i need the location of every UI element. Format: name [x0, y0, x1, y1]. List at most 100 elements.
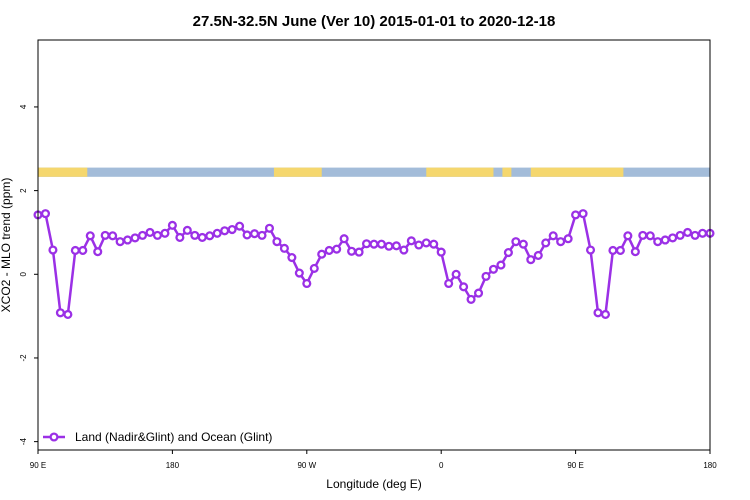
data-point — [444, 278, 454, 289]
data-point — [533, 250, 543, 261]
data-point — [70, 245, 80, 255]
data-point — [264, 223, 275, 233]
data-point — [272, 237, 282, 247]
data-point — [242, 230, 252, 240]
data-point — [212, 228, 222, 238]
data-point — [347, 246, 357, 256]
data-point — [399, 245, 409, 255]
data-point — [541, 238, 551, 248]
data-point — [130, 233, 140, 243]
x-axis-ticks: 90 E 180 90 W 0 90 E 180 — [30, 450, 717, 470]
data-point — [496, 260, 506, 270]
data-point — [668, 233, 678, 243]
data-point — [623, 231, 633, 241]
data-point — [100, 230, 110, 240]
legend-marker-swatch — [49, 432, 59, 442]
data-point — [235, 221, 245, 231]
y-axis-label: XCO2 - MLO trend (ppm) — [0, 178, 13, 313]
data-point — [324, 245, 334, 255]
series-layer — [33, 209, 715, 319]
land-segment — [530, 167, 624, 177]
data-point — [257, 230, 267, 240]
data-point — [85, 231, 95, 241]
data-point — [518, 239, 528, 249]
data-point — [137, 230, 148, 240]
data-point — [548, 231, 558, 241]
data-point — [697, 228, 708, 238]
series-line — [37, 212, 710, 316]
data-point — [287, 253, 297, 263]
data-point — [317, 249, 327, 259]
x-tick-label: 180 — [166, 461, 180, 470]
data-point — [197, 232, 207, 243]
data-point — [473, 288, 484, 298]
data-point — [115, 237, 125, 247]
data-point — [205, 231, 215, 241]
data-point — [302, 278, 312, 289]
data-point — [406, 236, 416, 246]
data-point — [421, 238, 431, 248]
data-point — [578, 209, 588, 219]
data-point — [369, 239, 379, 249]
data-point — [459, 282, 469, 292]
x-tick-label: 90 E — [567, 461, 583, 470]
data-point — [249, 229, 260, 239]
data-point — [690, 230, 700, 240]
plot-frame — [37, 39, 711, 451]
y-tick-label: -2 — [19, 354, 28, 362]
y-axis-ticks: -4 -2 0 2 4 — [19, 104, 38, 445]
data-point — [63, 309, 73, 319]
data-point — [332, 244, 342, 254]
x-tick-label: 180 — [703, 461, 717, 470]
y-tick-label: 2 — [19, 188, 28, 193]
data-point — [48, 245, 58, 255]
land-segment — [426, 167, 494, 177]
data-point — [160, 228, 170, 238]
data-point — [361, 239, 372, 249]
data-point — [436, 247, 446, 257]
land-ocean-band — [38, 167, 710, 177]
data-point — [391, 241, 401, 251]
x-tick-label: 90 E — [30, 461, 46, 470]
data-point — [384, 241, 394, 251]
data-point — [556, 237, 566, 247]
data-point — [294, 268, 304, 278]
legend-label: Land (Nadir&Glint) and Ocean (Glint) — [75, 430, 272, 444]
data-point — [429, 239, 439, 249]
data-point — [645, 231, 655, 241]
data-point — [376, 239, 387, 249]
data-point — [600, 309, 611, 319]
data-point — [660, 235, 670, 245]
data-point — [354, 247, 364, 257]
data-point — [653, 237, 663, 247]
land-segment — [502, 167, 512, 177]
data-point — [279, 243, 289, 253]
data-point — [638, 230, 648, 240]
data-point — [414, 240, 424, 250]
data-point — [40, 209, 51, 219]
data-point — [630, 247, 640, 257]
data-point — [615, 245, 625, 255]
legend: Land (Nadir&Glint) and Ocean (Glint) — [43, 430, 272, 444]
data-point — [220, 226, 230, 236]
data-point — [309, 263, 319, 273]
data-point — [145, 227, 155, 237]
land-segment — [38, 167, 88, 177]
data-point — [503, 247, 513, 258]
data-point — [123, 235, 133, 245]
data-point — [608, 245, 618, 255]
data-point — [488, 264, 499, 274]
data-point — [55, 308, 65, 318]
y-tick-label: 0 — [19, 272, 28, 277]
data-point — [563, 234, 573, 244]
data-point — [481, 271, 491, 281]
data-point — [167, 220, 177, 230]
ocean-band — [38, 167, 710, 177]
data-point — [182, 225, 192, 235]
chart-title: 27.5N-32.5N June (Ver 10) 2015-01-01 to … — [193, 13, 556, 30]
data-point — [227, 224, 237, 235]
y-tick-label: -4 — [19, 438, 28, 446]
data-point — [93, 247, 103, 257]
x-axis-label: Longitude (deg E) — [326, 477, 421, 491]
